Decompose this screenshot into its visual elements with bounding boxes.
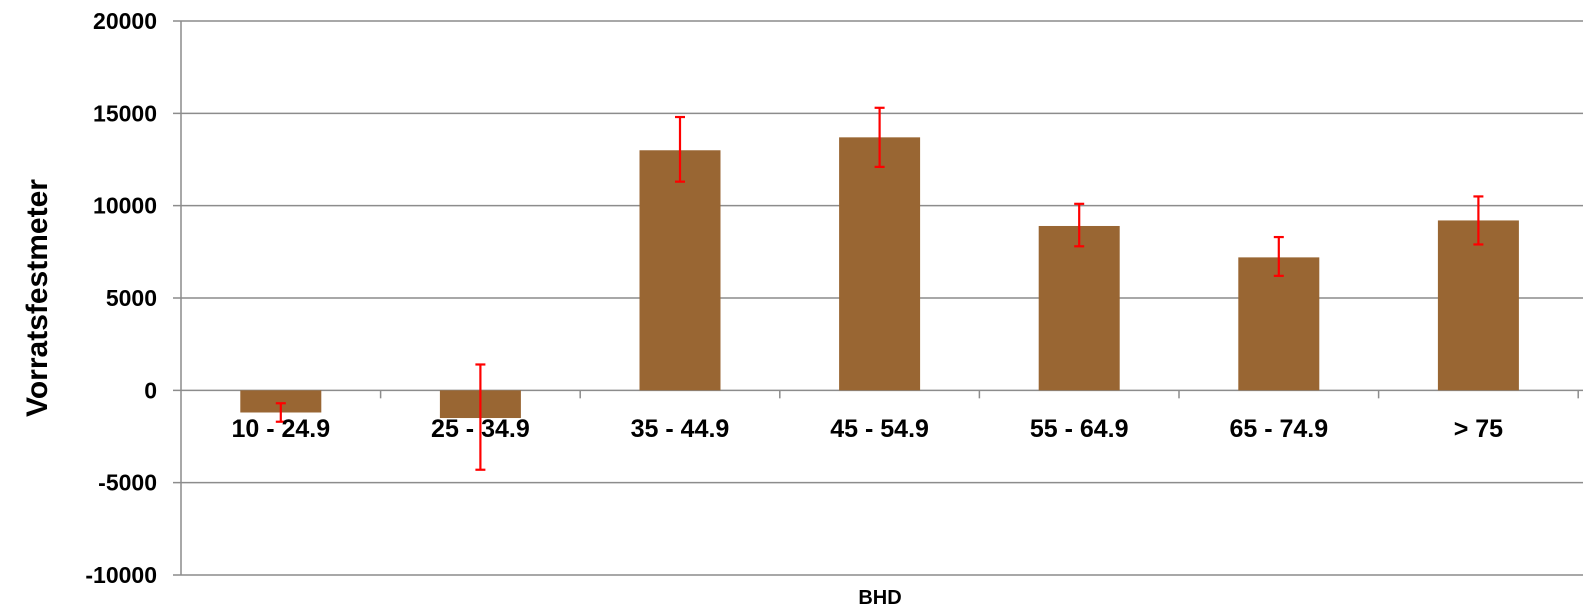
- y-tick-label: 0: [144, 377, 157, 403]
- y-tick-label: 5000: [106, 285, 157, 311]
- y-axis-title: Vorratsfestmeter: [21, 179, 54, 417]
- x-tick-label: 65 - 74.9: [1229, 415, 1328, 443]
- labels: -10000 -5000 0 5000 10000 15000 20000 10 - 24.9…: [85, 8, 1503, 588]
- bar: [1038, 225, 1120, 391]
- bar: [1238, 257, 1320, 391]
- bars: [240, 137, 1519, 419]
- x-tick-label: 45 - 54.9: [830, 415, 929, 443]
- error-bars: [275, 106, 1484, 471]
- error-bar: [675, 115, 685, 183]
- x-tick-label: 35 - 44.9: [631, 415, 730, 443]
- bar: [839, 137, 921, 391]
- x-tick-label: 10 - 24.9: [231, 415, 330, 443]
- error-bar: [1273, 235, 1284, 277]
- error-bar: [275, 402, 286, 423]
- x-axis-title: BHD: [858, 587, 901, 609]
- bar: [240, 390, 322, 413]
- y-tick-label: 10000: [93, 193, 157, 219]
- y-tick-label: 15000: [93, 100, 157, 126]
- error-bar: [874, 106, 885, 168]
- axes: [180, 21, 1579, 575]
- error-bar: [475, 363, 486, 471]
- bar: [639, 150, 721, 391]
- y-tick-label: -10000: [85, 562, 157, 588]
- bar: [1437, 220, 1519, 391]
- x-tick-label: 25 - 34.9: [431, 415, 530, 443]
- x-tick-label: > 75: [1454, 415, 1503, 443]
- y-tick-label: -5000: [98, 470, 157, 496]
- x-tick-label: 55 - 64.9: [1030, 415, 1129, 443]
- error-bar: [1074, 202, 1085, 248]
- y-tick-label: 20000: [93, 8, 157, 34]
- error-bar: [1473, 195, 1484, 246]
